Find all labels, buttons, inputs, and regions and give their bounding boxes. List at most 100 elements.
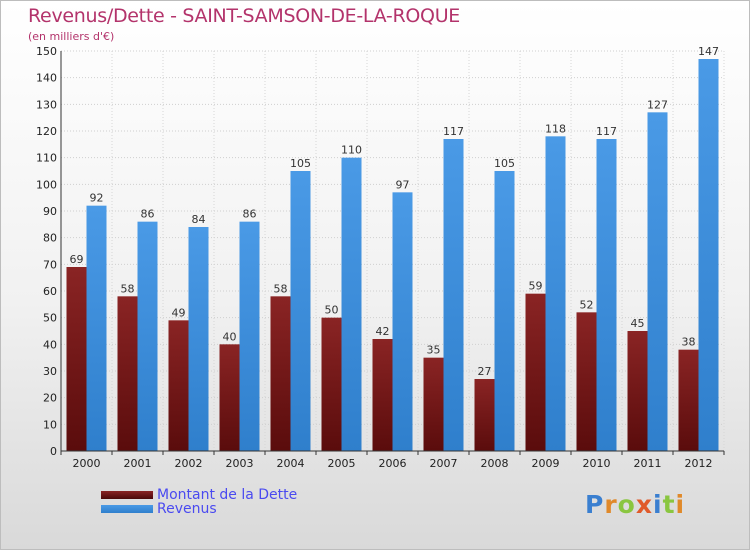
y-tick-label: 140 (36, 72, 57, 85)
x-tick-label: 2007 (430, 457, 458, 470)
x-tick-label: 2005 (328, 457, 356, 470)
x-tick-label: 2002 (175, 457, 203, 470)
bar-dette (66, 267, 87, 451)
bar-revenus (596, 139, 617, 451)
bar-dette (117, 296, 138, 451)
value-label-revenus: 117 (443, 125, 464, 138)
y-tick-label: 80 (43, 232, 57, 245)
x-tick-label: 2001 (124, 457, 152, 470)
x-tick-label: 2009 (532, 457, 560, 470)
bar-dette (576, 312, 597, 451)
value-label-dette: 40 (223, 330, 237, 343)
y-tick-label: 90 (43, 205, 57, 218)
bar-revenus (647, 112, 668, 451)
bar-revenus (86, 205, 107, 451)
logo-letter: P (585, 490, 605, 519)
value-label-revenus: 147 (698, 45, 719, 58)
legend-label-revenus: Revenus (157, 501, 217, 517)
bar-dette (627, 331, 648, 451)
value-label-dette: 49 (172, 306, 186, 319)
logo-letter: o (617, 490, 636, 519)
bar-dette (423, 357, 444, 451)
bars (66, 59, 719, 452)
value-label-revenus: 105 (494, 157, 515, 170)
bar-revenus (290, 171, 311, 451)
bar-revenus (698, 59, 719, 451)
value-label-revenus: 97 (396, 178, 410, 191)
chart-title: Revenus/Dette - SAINT-SAMSON-DE-LA-ROQUE (28, 5, 461, 27)
value-label-dette: 42 (376, 325, 390, 338)
y-tick-label: 110 (36, 152, 57, 165)
x-tick-label: 2008 (481, 457, 509, 470)
value-label-dette: 35 (427, 344, 441, 357)
bar-revenus (239, 221, 260, 451)
value-label-revenus: 117 (596, 125, 617, 138)
axes: 0 10 20 30 40 50 60 70 80 90 100 110 120 130 140 150 200… (36, 45, 725, 470)
logo-letter: r (604, 490, 618, 519)
bar-dette (219, 344, 240, 451)
x-tick-label: 2003 (226, 457, 254, 470)
value-label-dette: 58 (274, 282, 288, 295)
bar-dette (270, 296, 291, 451)
y-tick-label: 0 (50, 445, 57, 458)
bar-revenus (137, 221, 158, 451)
value-label-revenus: 110 (341, 144, 362, 157)
bar-revenus (494, 171, 515, 451)
bar-revenus (443, 139, 464, 451)
chart-subtitle: (en milliers d'€) (28, 30, 115, 43)
bar-dette (678, 349, 699, 451)
x-tick-label: 2000 (73, 457, 101, 470)
bar-revenus (392, 192, 413, 452)
bar-revenus (188, 227, 209, 451)
y-tick-label: 40 (43, 338, 57, 351)
y-tick-label: 10 (43, 418, 57, 431)
value-label-dette: 50 (325, 304, 339, 317)
legend-item-revenus: Revenus (101, 501, 217, 517)
x-tick-label: 2004 (277, 457, 305, 470)
value-label-dette: 52 (580, 298, 594, 311)
logo-letter: i (653, 490, 663, 519)
x-tick-label: 2011 (634, 457, 662, 470)
value-label-revenus: 105 (290, 157, 311, 170)
bar-revenus (341, 157, 362, 451)
value-label-dette: 27 (478, 365, 492, 378)
value-label-revenus: 92 (90, 192, 104, 205)
value-label-revenus: 86 (141, 208, 155, 221)
value-label-revenus: 127 (647, 98, 668, 111)
value-label-revenus: 118 (545, 122, 566, 135)
y-tick-label: 130 (36, 98, 57, 111)
value-label-dette: 59 (529, 280, 543, 293)
legend-label-dette: Montant de la Dette (157, 487, 298, 503)
logo-letter: i (675, 490, 686, 519)
bar-revenus (545, 136, 566, 452)
value-labels: 69 92 58 86 49 84 40 86 58 105 50 110 42 97 35 117 27 105… (70, 45, 720, 378)
y-tick-label: 50 (43, 312, 57, 325)
value-label-dette: 38 (682, 336, 696, 349)
value-label-revenus: 84 (192, 213, 206, 226)
y-tick-label: 70 (43, 258, 57, 271)
proxiti-logo: Proxiti (585, 490, 685, 519)
y-tick-label: 60 (43, 285, 57, 298)
y-tick-label: 120 (36, 125, 57, 138)
y-tick-label: 20 (43, 392, 57, 405)
value-label-dette: 69 (70, 253, 84, 266)
bar-dette (474, 379, 495, 451)
legend-swatch-dette (101, 491, 153, 499)
x-tick-label: 2012 (685, 457, 713, 470)
y-tick-label: 150 (36, 45, 57, 58)
logo-letter: x (635, 490, 653, 519)
legend-item-dette: Montant de la Dette (101, 487, 298, 503)
bar-dette (525, 293, 546, 451)
legend-swatch-revenus (101, 505, 153, 513)
bar-dette (372, 339, 393, 451)
bar-dette (168, 320, 189, 451)
x-tick-label: 2006 (379, 457, 407, 470)
logo-letter: t (662, 490, 676, 519)
x-tick-label: 2010 (583, 457, 611, 470)
y-tick-label: 30 (43, 365, 57, 378)
y-tick-label: 100 (36, 178, 57, 191)
value-label-revenus: 86 (243, 208, 257, 221)
bar-dette (321, 317, 342, 451)
